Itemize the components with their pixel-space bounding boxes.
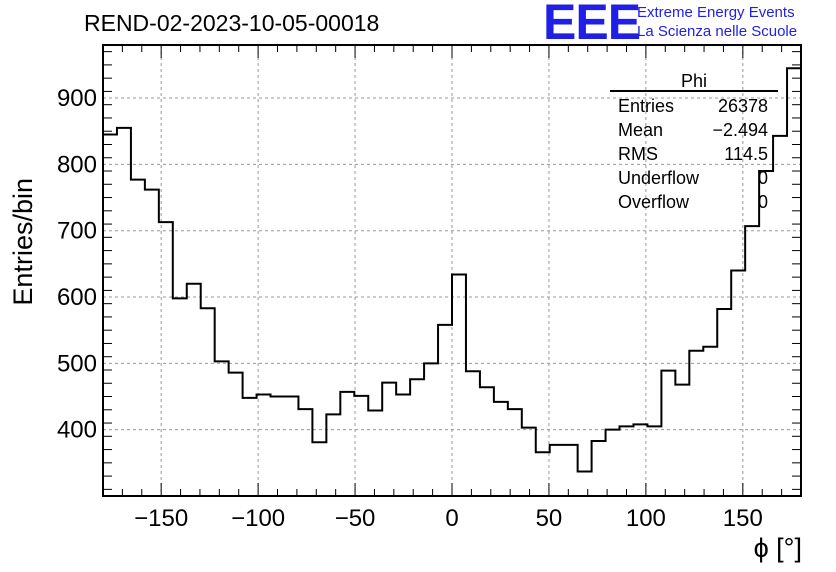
stats-value: 114.5 <box>724 144 768 164</box>
y-tick-label: 400 <box>57 417 97 444</box>
tick-labels: −150 −100 −50 0 50 100 150 400 500 600 700 800 900 <box>57 85 763 532</box>
stats-value: −2.494 <box>712 120 768 140</box>
y-tick-label: 600 <box>57 284 97 311</box>
logo-line-1: Extreme Energy Events <box>637 4 795 21</box>
eee-logo: EEE <box>543 0 641 50</box>
x-tick-label: −100 <box>231 505 285 532</box>
stats-row-rms: RMS 114.5 <box>610 142 778 166</box>
stats-value: 26378 <box>717 96 768 116</box>
stats-row-overflow: Overflow 0 <box>610 190 778 214</box>
stats-key: Mean <box>618 120 664 140</box>
stats-key: RMS <box>618 144 658 164</box>
stats-box: Phi Entries 26378 Mean −2.494 RMS 114.5 Und… <box>610 70 778 214</box>
y-tick-label: 500 <box>57 350 97 377</box>
x-tick-label: 50 <box>536 505 563 532</box>
y-tick-label: 900 <box>57 85 97 112</box>
logo-caption: Extreme Energy Events La Scienza nelle S… <box>637 3 797 41</box>
x-tick-label: 100 <box>626 505 666 532</box>
stats-value: 0 <box>757 192 768 212</box>
chart-title: REND-02-2023-10-05-00018 <box>84 10 380 36</box>
x-tick-label: −50 <box>335 505 376 532</box>
y-axis-label: Entries/bin <box>8 178 38 306</box>
y-tick-label: 800 <box>57 151 97 178</box>
axis-ticks <box>103 45 801 496</box>
x-tick-label: 0 <box>445 505 458 532</box>
stats-title: Phi <box>610 70 778 92</box>
y-tick-label: 700 <box>57 218 97 245</box>
stats-row-mean: Mean −2.494 <box>610 118 778 142</box>
stats-key: Overflow <box>618 192 690 212</box>
stats-key: Underflow <box>618 168 700 188</box>
x-tick-label: −150 <box>134 505 188 532</box>
logo-line-2: La Scienza nelle Scuole <box>637 23 798 40</box>
stats-row-underflow: Underflow 0 <box>610 166 778 190</box>
histogram-series <box>102 67 802 496</box>
stats-key: Entries <box>618 96 675 116</box>
x-tick-label: 150 <box>723 505 763 532</box>
x-axis-label: ϕ [°] <box>753 533 802 563</box>
stats-row-entries: Entries 26378 <box>610 94 778 118</box>
stats-value: 0 <box>757 168 768 188</box>
